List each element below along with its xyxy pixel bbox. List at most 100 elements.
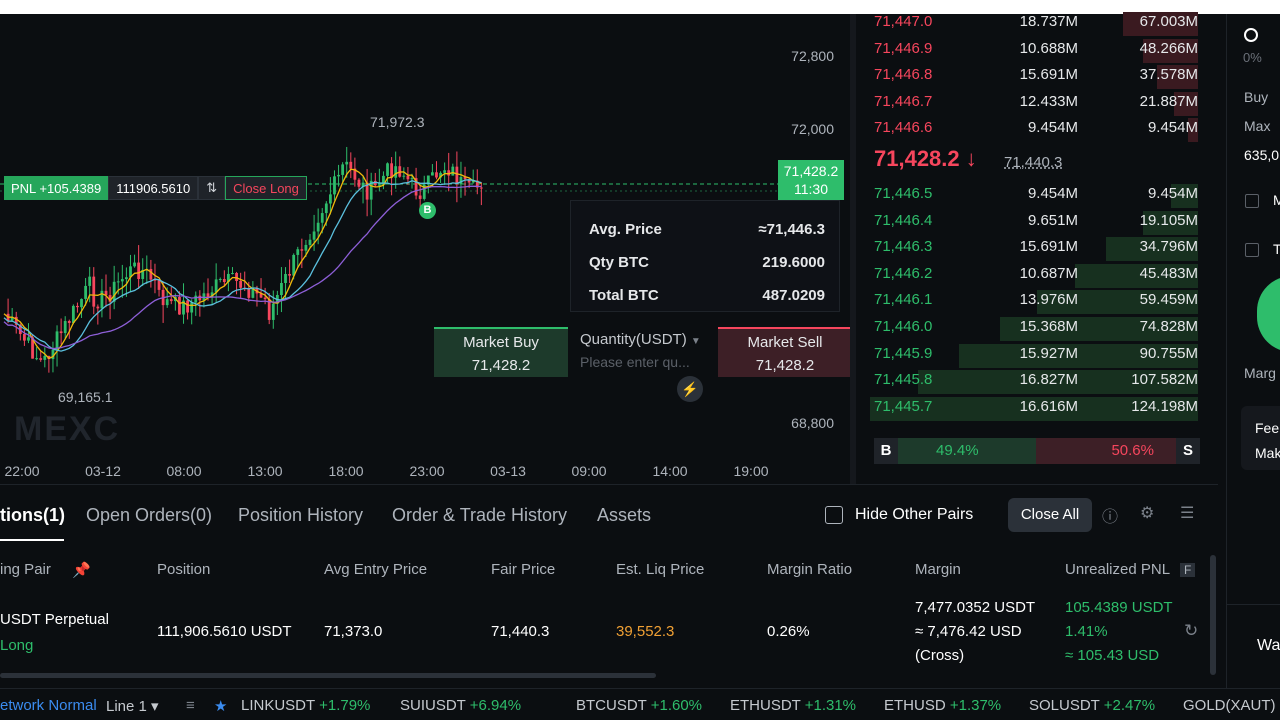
vertical-scrollbar[interactable] [1210, 555, 1216, 675]
bid-row[interactable]: 71,445.8 16.827M 107.582M [856, 368, 1198, 395]
ticker-item[interactable]: BTCUSDT +1.60% [576, 697, 702, 714]
candle-body [271, 303, 275, 320]
tab-open-orders[interactable]: Open Orders(0) [86, 505, 213, 525]
quantity-input[interactable] [580, 354, 708, 370]
ticker-change: +1.60% [646, 697, 703, 714]
close-all-button[interactable]: Close All [1008, 498, 1092, 532]
ticker-item[interactable]: LINKUSDT +1.79% [241, 697, 370, 714]
depth-bar [1143, 38, 1198, 63]
row-pnl-usd: ≈ 105.43 USD [1065, 647, 1160, 664]
line-selector[interactable]: Line 1 ▾ [106, 698, 159, 715]
tab-assets[interactable]: Assets [597, 505, 652, 525]
candle-body [59, 331, 63, 334]
ask-row[interactable]: 71,446.6 9.454M 9.454M [856, 116, 1198, 143]
candle-body [92, 276, 96, 307]
bid-row[interactable]: 71,445.9 15.927M 90.755M [856, 342, 1198, 368]
candle-body [178, 296, 181, 315]
bid-row[interactable]: 71,446.4 9.651M 19.105M [856, 209, 1198, 235]
open-long-button[interactable] [1257, 276, 1280, 352]
close-long-button[interactable]: Close Long [225, 176, 307, 200]
header-flag-badge[interactable]: F [1180, 563, 1196, 577]
avg-price-row: Avg. Price ≈71,446.3 [589, 221, 825, 238]
ticker-item[interactable]: GOLD(XAUT) [1183, 697, 1276, 714]
candle-body [169, 299, 173, 302]
x-axis-label: 03-13 [490, 463, 526, 479]
horizontal-scrollbar[interactable] [0, 673, 656, 678]
row-margin-usdt: 7,477.0352 USDT [915, 599, 1036, 616]
share-icon[interactable]: ↻ [1184, 621, 1199, 640]
quantity-label[interactable]: Quantity(USDT) ▼ [580, 331, 708, 348]
ask-row[interactable]: 71,446.7 12.433M 21.887M [856, 90, 1198, 116]
book-total: 9.454M [1147, 119, 1198, 137]
candle-body [39, 358, 43, 360]
margin-label: Marg [1244, 365, 1276, 381]
tab-order-trade-history[interactable]: Order & Trade History [392, 505, 568, 525]
candle-body [451, 166, 455, 176]
book-price: 71,445.9 [874, 344, 933, 362]
book-price: 71,445.7 [874, 397, 933, 415]
row-pair[interactable]: USDT Perpetual [0, 611, 109, 628]
ask-row[interactable]: 71,446.8 15.691M 37.578M [856, 63, 1198, 90]
candle-body [296, 249, 300, 255]
quantity-field: Quantity(USDT) ▼ [570, 327, 718, 377]
candle-body [55, 331, 59, 350]
qty-value: 219.6000 [762, 254, 825, 271]
book-total: 107.582M [1131, 371, 1198, 389]
hide-other-pairs-label[interactable]: Hide Other Pairs [855, 506, 974, 523]
book-total: 48.266M [1139, 39, 1198, 57]
moving-average-line [3, 185, 482, 350]
checkbox-t[interactable] [1245, 243, 1259, 257]
depth-bar [869, 396, 1198, 421]
star-icon[interactable]: ★ [214, 698, 228, 715]
book-qty: 12.433M [1019, 92, 1078, 110]
header-margin: Margin [915, 561, 961, 578]
filter-settings-icon[interactable]: ⚙ [1140, 505, 1155, 522]
ticker-item[interactable]: ETHUSDT +1.31% [730, 697, 856, 714]
candle-body [386, 163, 389, 176]
ticker-symbol: SUIUSDT [400, 697, 466, 714]
bid-row[interactable]: 71,446.0 15.368M 74.828M [856, 315, 1198, 341]
bid-row[interactable]: 71,445.7 16.616M 124.198M [856, 395, 1198, 421]
candle-body [479, 187, 483, 189]
ticker-item[interactable]: ETHUSD +1.37% [884, 697, 1001, 714]
candle-body [67, 321, 71, 323]
bid-row[interactable]: 71,446.1 13.976M 59.459M [856, 288, 1198, 315]
candle-body [341, 164, 345, 175]
tab-position-history[interactable]: Position History [238, 505, 364, 525]
ask-row[interactable]: 71,447.0 18.737M 67.003M [856, 10, 1198, 36]
hide-other-pairs-checkbox[interactable] [825, 506, 843, 524]
flash-icon[interactable]: ⚡ [677, 376, 703, 402]
trading-app: 72,800 72,000 68,800 22:00 03-12 08:00 13:0… [0, 12, 1280, 720]
candle-body [300, 249, 304, 251]
price-tag-time: 11:30 [794, 181, 828, 197]
swap-icon[interactable]: ⇅ [198, 176, 226, 200]
ticker-item[interactable]: SUIUSDT +6.94% [400, 697, 521, 714]
price-chart[interactable]: 72,800 72,000 68,800 22:00 03-12 08:00 13:0… [0, 14, 850, 484]
bid-row[interactable]: 71,446.2 10.687M 45.483M [856, 262, 1198, 288]
row-liq-price: 39,552.3 [616, 623, 675, 640]
menu-icon[interactable]: ☰ [1180, 505, 1195, 522]
mark-price[interactable]: 71,440.3 [1004, 154, 1063, 171]
book-total: 59.459M [1139, 291, 1198, 309]
checkbox-m[interactable] [1245, 194, 1259, 208]
candle-body [324, 203, 328, 214]
ask-row[interactable]: 71,446.9 10.688M 48.266M [856, 37, 1198, 63]
tab-positions[interactable]: tions(1) [0, 505, 65, 525]
candle-body [210, 292, 214, 298]
leverage-slider-handle[interactable] [1244, 28, 1258, 42]
candle-body [406, 175, 410, 180]
book-total: 9.454M [1147, 185, 1198, 202]
list-icon[interactable]: ≡ [186, 697, 195, 714]
market-sell-button[interactable]: Market Sell 71,428.2 [718, 327, 850, 377]
bid-row[interactable]: 71,446.5 9.454M 9.454M [856, 182, 1198, 208]
candle-body [76, 305, 79, 308]
depth-bar [1037, 290, 1198, 315]
position-size: 111906.5610 [108, 176, 199, 200]
pin-icon[interactable]: 📌 [72, 562, 91, 579]
max-label: Max [1244, 118, 1271, 134]
bid-row[interactable]: 71,446.3 15.691M 34.796M [856, 235, 1198, 262]
ticker-item[interactable]: SOLUSDT +2.47% [1029, 697, 1155, 714]
candle-body [443, 170, 447, 173]
info-icon[interactable]: ⓘ [1102, 509, 1119, 526]
market-buy-button[interactable]: Market Buy 71,428.2 [434, 327, 568, 377]
